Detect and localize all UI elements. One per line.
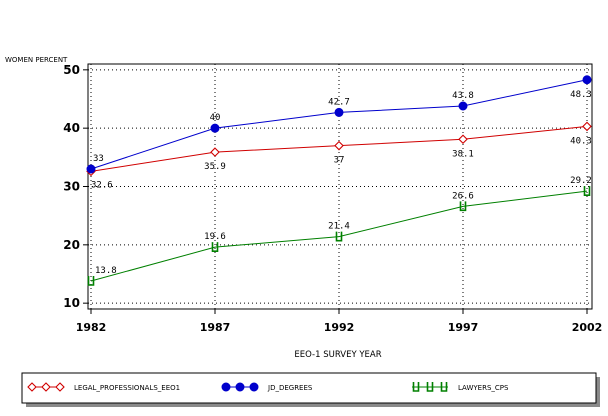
y-tick-label: 20 [63, 238, 80, 252]
data-label: 29.2 [570, 176, 592, 186]
legend-label: LAWYERS_CPS [458, 384, 509, 392]
series-jd-degrees: 33 40 42.7 43.8 48.3 [86, 75, 592, 174]
legend-marker [221, 382, 231, 392]
series-lawyers-cps: 13.8 19.6 21.4 26.6 29.2 [87, 176, 592, 286]
data-point [334, 140, 344, 151]
x-tick-label: 1987 [200, 321, 231, 334]
legend-marker [249, 382, 259, 392]
x-tick-label: 1997 [448, 321, 479, 334]
data-point [458, 101, 468, 111]
legend-marker [55, 382, 65, 392]
data-point [458, 134, 468, 145]
x-tick-label: 2002 [572, 321, 603, 334]
legend-marker [41, 382, 51, 392]
data-label: 37 [334, 156, 345, 166]
data-label: 48.3 [570, 90, 592, 100]
data-point [583, 186, 591, 196]
data-label: 40 [210, 113, 221, 123]
y-tick-label: 10 [63, 296, 80, 310]
y-axis-ticks: 10 20 30 40 50 [63, 63, 88, 310]
data-point [582, 121, 592, 132]
data-label: 42.7 [328, 97, 350, 107]
x-axis-label: EEO-1 SURVEY YEAR [294, 350, 381, 360]
data-label: 33 [93, 154, 104, 164]
y-axis-label: WOMEN PERCENT [5, 56, 68, 64]
y-tick-label: 50 [63, 63, 80, 77]
series-legal-professionals-eeo1: 32.6 35.9 37 38.1 40.3 [86, 121, 592, 190]
legend-marker [235, 382, 245, 392]
x-axis-ticks: 1982 1987 1992 1997 2002 [76, 309, 603, 334]
legend-item: LEGAL_PROFESSIONALS_EEO1 [27, 382, 180, 392]
data-point [86, 164, 96, 174]
series-line [90, 190, 588, 282]
data-point [459, 201, 467, 212]
data-point [87, 276, 95, 286]
data-label: 43.8 [452, 91, 474, 101]
legend-marker [27, 382, 37, 392]
data-point [211, 242, 219, 252]
legend-item: JD_DEGREES [221, 382, 313, 392]
data-label: 40.3 [570, 136, 592, 146]
legend-marker [426, 382, 434, 392]
data-label: 21.4 [328, 222, 350, 232]
data-point [210, 147, 220, 157]
data-label: 38.1 [452, 149, 474, 159]
legend-items: LEGAL_PROFESSIONALS_EEO1 JD_DEGREES LAWYER… [27, 382, 509, 392]
legend-box [21, 372, 597, 404]
x-tick-label: 1992 [324, 321, 355, 334]
legend-item: LAWYERS_CPS [412, 382, 509, 392]
legend-label: JD_DEGREES [267, 384, 313, 392]
data-point [334, 107, 344, 117]
data-point [210, 123, 220, 133]
legend: LEGAL_PROFESSIONALS_EEO1 JD_DEGREES LAWYER… [21, 372, 600, 407]
legend-marker [440, 382, 448, 392]
legend-marker [412, 382, 420, 392]
data-point [335, 231, 343, 242]
data-point [582, 75, 592, 85]
data-label: 32.6 [91, 180, 113, 190]
data-label: 19.6 [204, 232, 226, 242]
grid-lines [88, 64, 592, 309]
legend-label: LEGAL_PROFESSIONALS_EEO1 [74, 384, 180, 392]
data-label: 26.6 [452, 191, 474, 201]
data-label: 35.9 [204, 162, 226, 172]
series-layer: 32.6 35.9 37 38.1 40.3 33 40 42.7 43.8 48.3 13.8 19… [86, 75, 592, 286]
y-tick-label: 40 [63, 121, 80, 135]
y-tick-label: 30 [63, 180, 80, 194]
x-tick-label: 1982 [76, 321, 107, 334]
data-label: 13.8 [95, 266, 117, 276]
